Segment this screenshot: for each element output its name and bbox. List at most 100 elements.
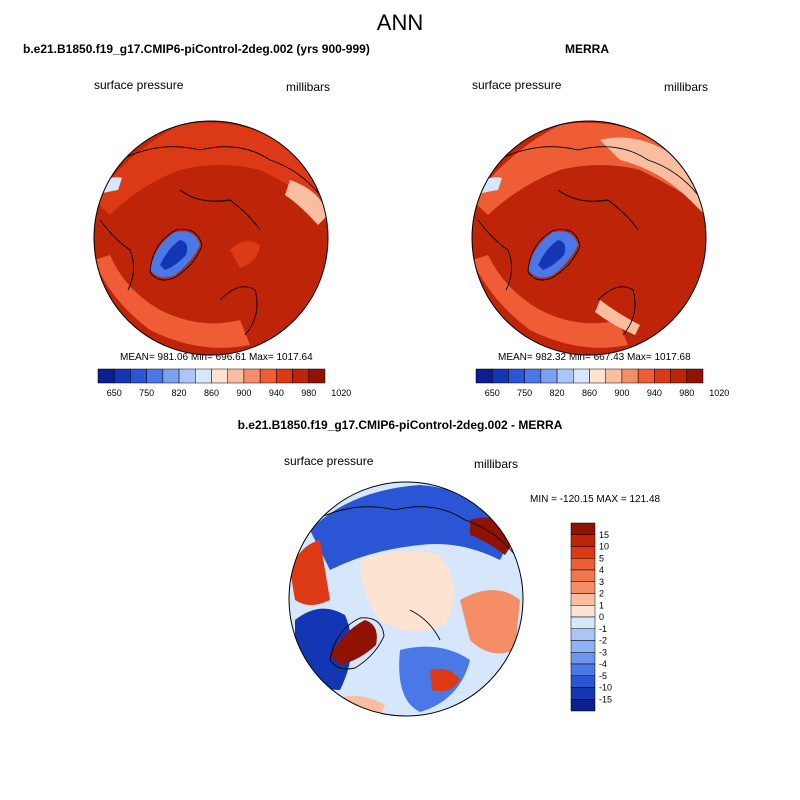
colorbar-difference-tick-label: -3 (599, 647, 607, 657)
colorbar-difference-box (570, 663, 596, 676)
colorbar-model-box (130, 368, 147, 384)
colorbar-difference-tick-label: 3 (599, 577, 604, 587)
colorbar-merra-box (670, 368, 688, 384)
colorbar-difference-tick-label: -10 (599, 683, 612, 693)
panel-2-title: MERRA (565, 42, 609, 56)
colorbar-difference-tick-label: -5 (599, 671, 607, 681)
colorbar-model-box (308, 368, 326, 384)
polar-map-model (94, 121, 328, 355)
map-1-border (93, 120, 329, 356)
colorbar-model-box (211, 368, 228, 384)
colorbar-model: 650 750 820 860 900 940 980 1020 (97, 368, 351, 398)
colorbar-merra-box (621, 368, 639, 384)
colorbar-model-box (146, 368, 164, 384)
polar-map-difference (289, 482, 523, 716)
colorbar-difference-box (570, 640, 596, 653)
colorbar-model-box (292, 368, 310, 384)
colorbar-difference-box (570, 675, 596, 688)
coastlines-difference (314, 506, 516, 670)
colorbar-merra-tick-label: 650 (485, 388, 500, 398)
colorbar-difference-tick-label: -15 (599, 694, 612, 704)
colorbar-merra-box (540, 368, 558, 384)
colorbar-merra-box (573, 368, 590, 384)
colorbar-merra-box (589, 368, 606, 384)
colorbar-merra: 650 750 820 860 900 940 980 1020 (475, 368, 729, 398)
colorbar-merra-box (605, 368, 623, 384)
colorbar-difference-tick-label: 15 (599, 530, 609, 540)
colorbar-model-box (276, 368, 293, 384)
colorbar-merra-box (686, 368, 704, 384)
map-3-border (288, 481, 524, 717)
panel-3-title: b.e21.B1850.f19_g17.CMIP6-piControl-2deg… (237, 418, 563, 432)
colorbar-model-box (243, 368, 261, 384)
colorbar-merra-box (524, 368, 542, 384)
colorbar-model-box (259, 368, 277, 384)
coastlines-merra (477, 146, 699, 336)
panel-3-stats: MIN = -120.15 MAX = 121.48 (530, 494, 661, 505)
colorbar-model-tick-label: 900 (236, 388, 251, 398)
panel-1-title: b.e21.B1850.f19_g17.CMIP6-piControl-2deg… (23, 42, 370, 56)
colorbar-difference-box (570, 628, 596, 641)
colorbar-difference-tick-label: 4 (599, 565, 604, 575)
colorbar-difference-tick-label: -4 (599, 659, 607, 669)
panel-2-units-label: millibars (664, 80, 709, 94)
colorbar-model-tick-label: 940 (269, 388, 284, 398)
colorbar-model-box (162, 368, 180, 384)
colorbar-model-box (227, 368, 245, 384)
colorbar-merra-box (508, 368, 525, 384)
colorbar-merra-tick-label: 980 (679, 388, 694, 398)
colorbar-difference-tick-label: 1 (599, 600, 604, 610)
colorbar-difference-box (570, 593, 596, 606)
colorbar-difference-tick-label: -1 (599, 624, 607, 634)
colorbar-difference-box (570, 546, 596, 559)
colorbar-difference-box (570, 534, 596, 547)
colorbar-model-tick-label: 820 (172, 388, 187, 398)
colorbar-model-tick-label: 860 (204, 388, 219, 398)
colorbar-merra-tick-label: 860 (582, 388, 597, 398)
map-2-border (471, 120, 707, 356)
colorbar-difference-tick-label: 5 (599, 553, 604, 563)
figure-title: ANN (376, 10, 424, 35)
colorbar-model-box (178, 368, 196, 384)
colorbar-model-tick-label: 1020 (331, 388, 351, 398)
colorbar-difference-box (570, 616, 596, 629)
panel-1-stats: MEAN= 981.06 Min= 696.61 Max= 1017.64 (120, 352, 313, 363)
colorbar-model-tick-label: 750 (139, 388, 154, 398)
colorbar-model-box (97, 368, 115, 384)
colorbar-difference-box (570, 699, 596, 712)
panel-3-units-label: millibars (474, 457, 519, 471)
colorbar-difference-box (570, 569, 596, 582)
colorbar-merra-box (491, 368, 509, 384)
colorbar-merra-tick-label: 900 (614, 388, 629, 398)
colorbar-merra-box (637, 368, 655, 384)
colorbar-difference-box (570, 605, 596, 618)
colorbar-merra-tick-label: 1020 (709, 388, 729, 398)
colorbar-model-box (113, 368, 131, 384)
panel-1-variable-label: surface pressure (94, 78, 184, 92)
panel-1-units-label: millibars (286, 80, 331, 94)
panel-2-stats: MEAN= 982.32 Min= 667.43 Max= 1017.68 (498, 352, 691, 363)
colorbar-merra-tick-label: 820 (550, 388, 565, 398)
panel-3-variable-label: surface pressure (284, 454, 374, 468)
colorbar-difference-box (570, 652, 596, 665)
coastlines-model (99, 146, 321, 336)
colorbar-merra-box (654, 368, 671, 384)
colorbar-difference-box (570, 581, 596, 594)
colorbar-difference-tick-label: 2 (599, 589, 604, 599)
colorbar-difference-tick-label: 10 (599, 542, 609, 552)
colorbar-difference-box (570, 687, 596, 700)
colorbar-difference-tick-label: -2 (599, 636, 607, 646)
colorbar-difference-tick-label: 0 (599, 612, 604, 622)
colorbar-model-tick-label: 650 (107, 388, 122, 398)
colorbar-merra-tick-label: 940 (647, 388, 662, 398)
colorbar-model-box (195, 368, 212, 384)
colorbar-difference-box (570, 522, 596, 535)
colorbar-model-tick-label: 980 (301, 388, 316, 398)
panel-2-variable-label: surface pressure (472, 78, 562, 92)
colorbar-difference-box (570, 558, 596, 571)
colorbar-merra-box (556, 368, 574, 384)
colorbar-merra-tick-label: 750 (517, 388, 532, 398)
colorbar-merra-box (475, 368, 493, 384)
